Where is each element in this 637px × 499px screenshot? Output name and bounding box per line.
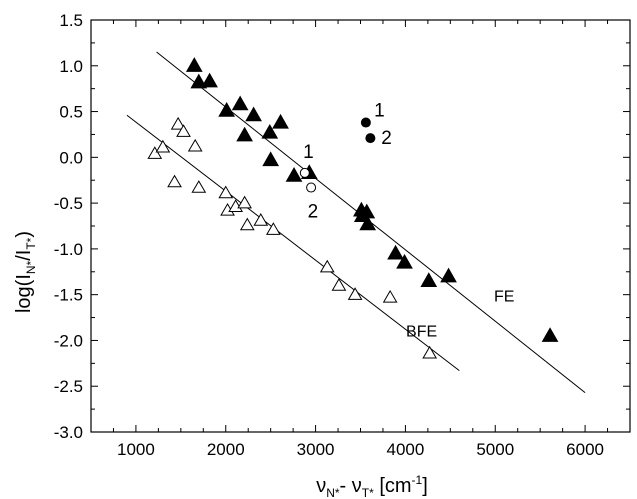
data-point-open-triangle: [265, 222, 281, 235]
data-point-open-triangle: [237, 195, 252, 209]
x-tick-label: 4000: [387, 440, 425, 459]
y-axis-title: log(IN*/IT*): [13, 231, 38, 313]
data-point-open-triangle: [167, 174, 182, 188]
y-tick-label: 0.0: [59, 148, 83, 167]
x-tick-label: 5000: [476, 440, 514, 459]
x-tick-label: 1000: [117, 440, 155, 459]
annotation-label: 1: [303, 142, 314, 163]
annotation-label: 1: [374, 101, 385, 122]
data-point-filled-triangle: [272, 113, 289, 129]
data-point-open-triangle: [239, 217, 255, 231]
plot-frame: [90, 19, 631, 433]
y-tick-label: 1.0: [59, 57, 83, 76]
data-point-open-triangle: [191, 180, 207, 193]
x-tick-label: 6000: [566, 440, 604, 459]
y-tick-label: -0.5: [54, 194, 83, 213]
data-point-filled-triangle: [236, 126, 253, 142]
data-point-filled-circle: [360, 117, 371, 128]
data-point-open-triangle: [331, 278, 347, 291]
y-tick-label: -1.5: [54, 286, 83, 305]
x-axis-title: νN*- νT* [cm-1]: [316, 473, 428, 499]
data-point-filled-triangle: [440, 267, 457, 283]
y-tick-label: 0.5: [59, 103, 83, 122]
data-point-filled-triangle: [359, 215, 377, 231]
y-tick-label: -2.5: [54, 377, 83, 396]
data-point-filled-triangle: [245, 106, 262, 122]
data-point-filled-triangle: [185, 57, 203, 72]
data-point-filled-triangle: [201, 72, 218, 88]
data-point-filled-triangle: [190, 73, 208, 89]
y-tick-label: -1.0: [54, 240, 83, 259]
annotation-label: 2: [381, 128, 392, 149]
data-point-open-triangle: [253, 213, 269, 226]
data-point-filled-circle: [365, 133, 376, 144]
data-point-open-triangle: [187, 138, 203, 152]
data-point-open-circle: [299, 167, 310, 178]
data-point-filled-triangle: [218, 101, 236, 117]
data-point-filled-triangle: [420, 272, 438, 287]
data-point-open-triangle: [170, 116, 186, 130]
data-point-open-triangle: [422, 345, 438, 359]
data-point-open-triangle: [218, 185, 234, 199]
data-point-open-triangle: [319, 259, 335, 273]
annotation-label: BFE: [406, 323, 437, 340]
data-point-filled-triangle: [396, 253, 413, 269]
annotation-label: 2: [308, 201, 319, 222]
data-point-filled-triangle: [262, 151, 280, 167]
annotation-label: FE: [494, 289, 514, 306]
y-tick-label: -3.0: [54, 423, 83, 442]
data-point-filled-triangle: [261, 123, 279, 139]
data-point-filled-triangle: [541, 327, 559, 342]
fit-line-bfe: [126, 114, 460, 372]
data-point-open-triangle: [155, 139, 171, 153]
x-tick-label: 3000: [297, 440, 335, 459]
data-point-open-triangle: [382, 289, 398, 303]
x-tick-label: 2000: [207, 440, 245, 459]
data-point-filled-triangle: [387, 244, 404, 260]
data-point-filled-triangle: [285, 166, 303, 182]
y-tick-label: -2.0: [54, 331, 83, 350]
data-point-open-circle: [306, 182, 317, 193]
data-point-open-triangle: [176, 124, 191, 137]
data-point-open-triangle: [147, 146, 163, 159]
data-point-filled-triangle: [231, 95, 249, 111]
y-tick-label: 1.5: [59, 11, 83, 30]
data-point-open-triangle: [347, 287, 363, 300]
